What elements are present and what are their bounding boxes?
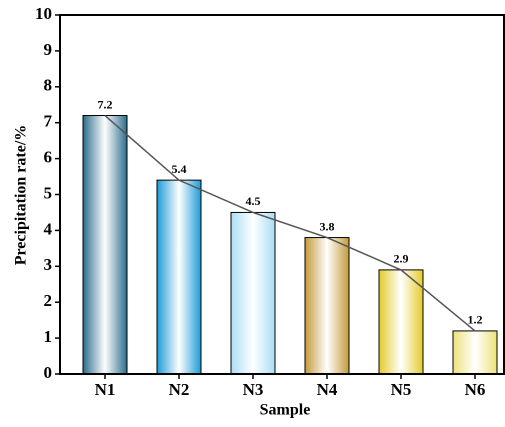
- x-tick-label: N4: [317, 380, 338, 399]
- x-tick-label: N5: [391, 380, 412, 399]
- y-tick-label: 8: [44, 76, 53, 95]
- y-tick-label: 3: [44, 255, 53, 274]
- x-tick-label: N2: [169, 380, 190, 399]
- y-tick-label: 5: [44, 183, 53, 202]
- value-label: 2.9: [394, 252, 409, 266]
- y-tick-label: 9: [44, 40, 53, 59]
- plot-frame: [59, 14, 505, 375]
- bar: [156, 179, 202, 375]
- value-label: 4.5: [246, 194, 261, 208]
- bar: [230, 211, 276, 375]
- trend-line: [104, 114, 476, 332]
- y-tick-label: 4: [44, 219, 53, 238]
- bar: [378, 269, 424, 375]
- value-label: 3.8: [320, 219, 335, 233]
- y-tick-label: 0: [44, 363, 53, 382]
- y-tick-label: 10: [35, 4, 52, 23]
- x-tick-label: N6: [465, 380, 486, 399]
- bar: [452, 330, 498, 375]
- value-label: 1.2: [468, 313, 483, 327]
- bar: [82, 115, 128, 375]
- y-axis-label: Precipitation rate/%: [13, 125, 30, 266]
- y-tick-label: 7: [44, 112, 53, 131]
- x-tick-label: N3: [243, 380, 264, 399]
- value-label: 7.2: [98, 97, 113, 111]
- x-axis-label: Sample: [260, 402, 311, 419]
- y-tick-label: 6: [44, 148, 53, 167]
- value-label: 5.4: [172, 162, 187, 176]
- bar: [304, 237, 350, 375]
- x-tick-label: N1: [95, 380, 116, 399]
- y-tick-label: 2: [44, 291, 53, 310]
- y-tick-label: 1: [44, 327, 53, 346]
